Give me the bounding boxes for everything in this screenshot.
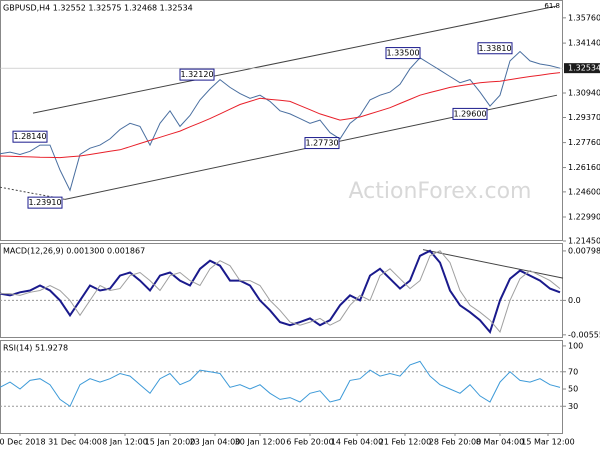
y-tick-label: 1.22990 [568,212,600,221]
annotation-box [477,42,513,55]
watermark: ActionForex.com [349,179,532,204]
x-tick-label: 30 Jan 12:00 [235,438,286,447]
x-tick-label: 20 Dec 2018 [0,438,46,447]
x-tick-label: 15 Jan 20:00 [145,438,196,447]
annotation-box [12,130,48,143]
panel-title: GBPUSD,H4 1.32552 1.32575 1.32468 1.3253… [3,4,193,13]
y-tick-label: 1.34140 [568,39,600,48]
x-tick-label: 14 Feb 04:00 [331,438,383,447]
annotation-box [304,137,340,150]
panel-title: MACD(12,26,9) 0.001300 0.001867 [3,247,145,256]
y-tick-label: 0.007983 [568,246,600,255]
x-tick-label: 8 Mar 04:00 [476,438,524,447]
x-tick-label: 23 Jan 04:00 [190,438,241,447]
x-tick-label: 28 Feb 20:00 [429,438,481,447]
x-tick-label: 21 Feb 12:00 [379,438,431,447]
y-tick-label: 1.30940 [568,89,600,98]
y-tick-label: 70 [568,367,578,376]
annotation-box [179,68,215,81]
y-tick-label: 1.29370 [568,113,600,122]
series-line [0,50,561,192]
annotation-box [452,107,488,120]
x-tick-label: 15 Mar 12:00 [521,438,574,447]
macd-panel [0,243,563,338]
y-tick-label: 1.35760 [568,13,600,22]
x-tick-label: 8 Jan 12:00 [102,438,148,447]
y-tick-label: 0.0 [568,296,581,305]
series-line [0,360,561,408]
annotation-label: 1.28140 [13,132,46,141]
x-tick-label: 31 Dec 04:00 [48,438,102,447]
annotation-label: 1.23910 [28,198,61,207]
y-tick-label: 1.21450 [568,237,600,246]
annotation-label: 1.33810 [478,44,511,53]
annotation-label: 1.27730 [305,139,338,148]
last-price-tag [564,63,600,74]
x-tick-label: 6 Feb 20:00 [286,438,333,447]
annotation-label: 1.32120 [180,70,213,79]
series-line [0,72,561,159]
annotation-label: 1.29600 [453,109,486,118]
annotation-box [27,196,63,209]
annotation-box [385,47,421,60]
y-tick-label: 50 [568,385,578,394]
last-price-label: 1.32534 [568,64,600,73]
y-tick-label: 100 [568,341,583,350]
fib-label: 61.8 [544,2,560,10]
annotation-label: 1.33500 [386,49,419,58]
y-tick-label: 1.24600 [568,187,600,196]
y-tick-label: 1.26160 [568,163,600,172]
y-tick-label: -0.005559 [568,330,600,339]
trend-line [422,249,564,279]
price-panel [0,0,563,241]
panel-title: RSI(14) 51.9278 [3,344,68,353]
y-tick-label: 1.27760 [568,138,600,147]
series-line [0,249,561,335]
trend-line [0,186,66,200]
trend-line [32,5,558,114]
y-tick-label: 30 [568,402,578,411]
rsi-panel [0,340,563,434]
series-line [0,250,561,334]
